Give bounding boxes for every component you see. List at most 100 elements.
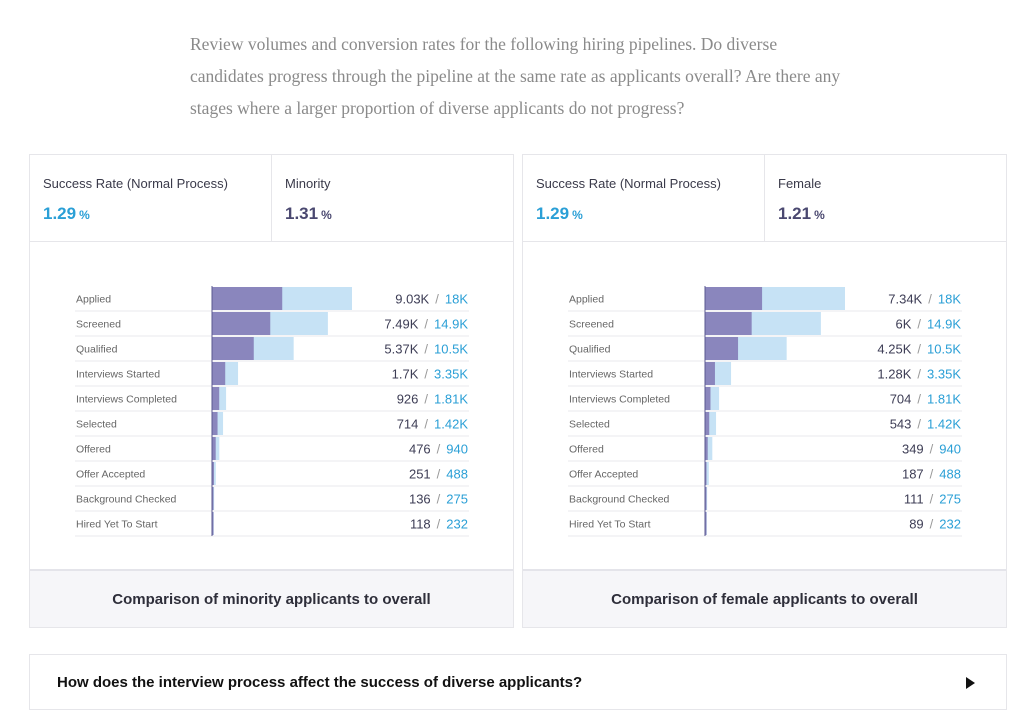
stage-label: Interviews Completed	[569, 393, 670, 405]
group-bar	[212, 387, 220, 410]
group-bar	[705, 337, 739, 360]
kpi-number: 1.29	[43, 204, 77, 223]
value-separator: /	[424, 417, 428, 432]
value-separator: /	[930, 492, 934, 507]
group-value: 89	[909, 517, 923, 532]
question-text: How does the interview process affect th…	[57, 674, 583, 691]
group-bar	[705, 312, 752, 335]
chart-caption: Comparison of female applicants to overa…	[523, 569, 1006, 627]
group-bar	[705, 487, 707, 510]
funnel-chart-area: Applied 7.34K / 18K Screened 6K / 14.9K Qualifie…	[523, 242, 1006, 569]
interview-question-expander[interactable]: How does the interview process affect th…	[29, 654, 1007, 710]
group-bar	[212, 462, 214, 485]
overall-value: 18K	[445, 292, 468, 307]
overall-value: 1.81K	[434, 392, 468, 407]
value-label: 136 / 275	[409, 492, 468, 507]
value-label: 349 / 940	[902, 442, 961, 457]
value-label: 9.03K / 18K	[395, 292, 468, 307]
group-bar	[212, 362, 226, 385]
value-label: 111 / 275	[904, 492, 961, 507]
group-value: 5.37K	[384, 342, 418, 357]
group-value: 4.25K	[877, 342, 911, 357]
value-separator: /	[917, 392, 921, 407]
stage-label: Selected	[76, 418, 117, 430]
kpi-value: 1.29%	[43, 204, 90, 224]
stage-label: Offered	[569, 443, 604, 455]
overall-bar	[705, 437, 713, 460]
value-separator: /	[437, 492, 441, 507]
overall-value: 18K	[938, 292, 961, 307]
stage-label: Background Checked	[569, 493, 670, 505]
group-value: 704	[890, 392, 912, 407]
value-separator: /	[928, 292, 932, 307]
group-value: 251	[409, 467, 431, 482]
kpi-label: Success Rate (Normal Process)	[536, 176, 721, 191]
group-bar	[212, 437, 216, 460]
group-bar	[705, 462, 707, 485]
value-label: 476 / 940	[409, 442, 468, 457]
kpi-minority-rate: Minority 1.31%	[272, 155, 513, 242]
overall-value: 940	[939, 442, 961, 457]
value-separator: /	[930, 517, 934, 532]
group-bar	[705, 362, 715, 385]
group-value: 111	[904, 492, 924, 507]
play-arrow-icon[interactable]	[966, 677, 975, 689]
stage-label: Offer Accepted	[76, 468, 145, 480]
group-value: 7.34K	[888, 292, 922, 307]
kpi-female-rate: Female 1.21%	[765, 155, 1006, 242]
group-value: 543	[890, 417, 912, 432]
kpi-value: 1.29%	[536, 204, 583, 224]
value-separator: /	[917, 317, 921, 332]
overall-value: 10.5K	[927, 342, 961, 357]
value-separator: /	[917, 367, 921, 382]
overall-value: 14.9K	[927, 317, 961, 332]
group-value: 714	[397, 417, 419, 432]
overall-value: 940	[446, 442, 468, 457]
group-bar	[705, 437, 708, 460]
group-value: 9.03K	[395, 292, 429, 307]
group-bar	[705, 287, 763, 310]
value-label: 89 / 232	[909, 517, 961, 532]
value-separator: /	[435, 292, 439, 307]
value-label: 1.7K / 3.35K	[392, 367, 469, 382]
kpi-success-rate: Success Rate (Normal Process) 1.29%	[523, 155, 765, 242]
group-value: 349	[902, 442, 924, 457]
kpi-row: Success Rate (Normal Process) 1.29% Fema…	[523, 155, 1006, 242]
kpi-unit: %	[79, 208, 90, 222]
group-bar	[212, 512, 214, 535]
group-bar	[212, 287, 283, 310]
stage-label: Hired Yet To Start	[569, 518, 651, 530]
kpi-unit: %	[321, 208, 332, 222]
kpi-row: Success Rate (Normal Process) 1.29% Mino…	[30, 155, 513, 242]
value-label: 7.34K / 18K	[888, 292, 961, 307]
kpi-number: 1.29	[536, 204, 570, 223]
value-label: 6K / 14.9K	[895, 317, 961, 332]
minority-comparison-card: Success Rate (Normal Process) 1.29% Mino…	[29, 154, 514, 628]
overall-value: 488	[939, 467, 961, 482]
overall-value: 3.35K	[927, 367, 961, 382]
value-separator: /	[930, 442, 934, 457]
value-label: 251 / 488	[409, 467, 468, 482]
kpi-unit: %	[572, 208, 583, 222]
value-label: 118 / 232	[410, 517, 468, 532]
stage-label: Offer Accepted	[569, 468, 638, 480]
group-bar	[705, 412, 710, 435]
overall-value: 1.42K	[927, 417, 961, 432]
value-separator: /	[424, 392, 428, 407]
kpi-unit: %	[814, 208, 825, 222]
value-label: 1.28K / 3.35K	[877, 367, 961, 382]
stage-label: Applied	[76, 293, 111, 305]
stage-label: Selected	[569, 418, 610, 430]
overall-value: 3.35K	[434, 367, 468, 382]
stage-label: Offered	[76, 443, 111, 455]
value-label: 704 / 1.81K	[890, 392, 962, 407]
kpi-value: 1.21%	[778, 204, 825, 224]
group-value: 926	[397, 392, 419, 407]
group-bar	[212, 412, 218, 435]
intro-text: Review volumes and conversion rates for …	[190, 34, 841, 118]
kpi-value: 1.31%	[285, 204, 332, 224]
group-value: 476	[409, 442, 431, 457]
group-value: 6K	[895, 317, 911, 332]
stage-label: Interviews Completed	[76, 393, 177, 405]
value-separator: /	[424, 317, 428, 332]
